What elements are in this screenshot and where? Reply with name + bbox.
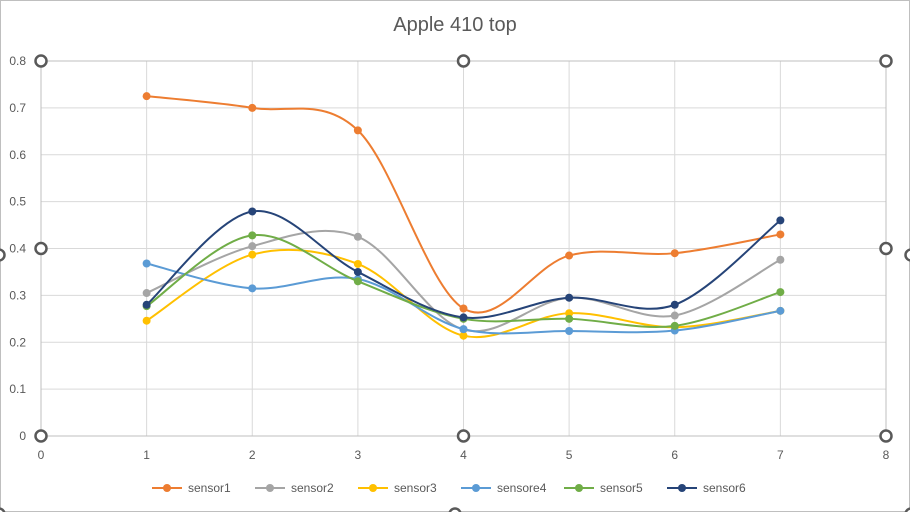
legend-label-sensore4[interactable]: sensore4 bbox=[497, 481, 547, 495]
data-point-sensor1[interactable] bbox=[248, 103, 257, 112]
data-point-sensor2[interactable] bbox=[248, 242, 257, 251]
y-tick-label: 0.5 bbox=[9, 195, 26, 209]
y-tick-label: 0.2 bbox=[9, 335, 26, 349]
data-point-sensor6[interactable] bbox=[670, 300, 679, 309]
chart-resize-handle[interactable] bbox=[904, 507, 910, 512]
data-point-sensor6[interactable] bbox=[248, 207, 257, 216]
legend-marker-sensor2 bbox=[266, 484, 274, 492]
y-tick-label: 0.7 bbox=[9, 101, 26, 115]
resize-handle[interactable] bbox=[34, 54, 48, 68]
legend-marker-sensor3 bbox=[369, 484, 377, 492]
resize-handle[interactable] bbox=[456, 54, 471, 68]
legend-marker-sensore4 bbox=[472, 484, 480, 492]
data-point-sensor6[interactable] bbox=[565, 293, 574, 302]
data-point-sensor1[interactable] bbox=[776, 230, 785, 239]
data-point-sensor3[interactable] bbox=[565, 309, 574, 318]
data-point-sensor5[interactable] bbox=[565, 314, 574, 323]
data-point-sensor1[interactable] bbox=[459, 304, 468, 313]
resize-handle[interactable] bbox=[34, 429, 48, 443]
data-point-sensore4[interactable] bbox=[248, 284, 257, 293]
x-tick-label: 5 bbox=[566, 448, 573, 462]
data-point-sensore4[interactable] bbox=[565, 327, 574, 335]
data-point-sensor1[interactable] bbox=[142, 92, 151, 101]
legend-label-sensor6[interactable]: sensor6 bbox=[703, 481, 746, 495]
legend-marker-sensor5 bbox=[575, 484, 583, 492]
legend-label-sensor3[interactable]: sensor3 bbox=[394, 481, 437, 495]
x-tick-label: 7 bbox=[777, 448, 784, 462]
legend-label-sensor1[interactable]: sensor1 bbox=[188, 481, 231, 495]
data-point-sensor6[interactable] bbox=[459, 313, 468, 322]
x-tick-label: 0 bbox=[38, 448, 45, 462]
data-point-sensore4[interactable] bbox=[776, 306, 785, 315]
data-point-sensor2[interactable] bbox=[142, 289, 151, 298]
resize-handle[interactable] bbox=[34, 241, 48, 256]
chart-title: Apple 410 top bbox=[393, 14, 517, 36]
x-tick-label: 6 bbox=[671, 448, 678, 462]
y-tick-label: 0.1 bbox=[9, 382, 26, 396]
data-point-sensor2[interactable] bbox=[670, 311, 679, 320]
chart-resize-handle[interactable] bbox=[904, 248, 910, 262]
data-point-sensor6[interactable] bbox=[353, 267, 362, 276]
data-point-sensor1[interactable] bbox=[565, 251, 574, 260]
resize-handle[interactable] bbox=[879, 241, 893, 256]
data-point-sensor3[interactable] bbox=[248, 250, 257, 259]
y-tick-label: 0.3 bbox=[9, 288, 26, 302]
chart-resize-handle[interactable] bbox=[448, 507, 462, 512]
chart-resize-handle[interactable] bbox=[0, 507, 6, 512]
chart-resize-handle[interactable] bbox=[0, 248, 6, 262]
data-point-sensor3[interactable] bbox=[459, 331, 468, 340]
legend-label-sensor5[interactable]: sensor5 bbox=[600, 481, 643, 495]
data-point-sensor1[interactable] bbox=[353, 126, 362, 135]
legend-marker-sensor1 bbox=[163, 484, 171, 492]
data-point-sensor5[interactable] bbox=[248, 231, 257, 240]
data-point-sensor5[interactable] bbox=[776, 288, 785, 297]
data-point-sensor2[interactable] bbox=[353, 232, 362, 241]
y-tick-label: 0 bbox=[19, 429, 26, 443]
legend-label-sensor2[interactable]: sensor2 bbox=[291, 481, 334, 495]
data-point-sensor5[interactable] bbox=[353, 277, 362, 286]
data-point-sensor6[interactable] bbox=[776, 216, 785, 225]
resize-handle[interactable] bbox=[879, 429, 893, 443]
resize-handle[interactable] bbox=[456, 429, 471, 443]
data-point-sensor3[interactable] bbox=[353, 259, 362, 268]
data-point-sensor6[interactable] bbox=[142, 300, 151, 309]
data-point-sensore4[interactable] bbox=[459, 325, 468, 334]
x-tick-label: 1 bbox=[143, 448, 150, 462]
data-point-sensor1[interactable] bbox=[670, 249, 679, 258]
y-tick-label: 0.4 bbox=[9, 242, 26, 256]
data-point-sensor3[interactable] bbox=[142, 316, 151, 325]
x-tick-label: 8 bbox=[883, 448, 890, 462]
data-point-sensore4[interactable] bbox=[142, 259, 151, 268]
resize-handle[interactable] bbox=[879, 54, 893, 68]
x-tick-label: 2 bbox=[249, 448, 256, 462]
y-tick-label: 0.6 bbox=[9, 148, 26, 162]
data-point-sensor5[interactable] bbox=[670, 321, 679, 330]
legend-marker-sensor6 bbox=[678, 484, 686, 492]
y-tick-label: 0.8 bbox=[9, 54, 26, 68]
data-point-sensor2[interactable] bbox=[776, 255, 785, 264]
x-tick-label: 3 bbox=[355, 448, 362, 462]
x-tick-label: 4 bbox=[460, 448, 467, 462]
